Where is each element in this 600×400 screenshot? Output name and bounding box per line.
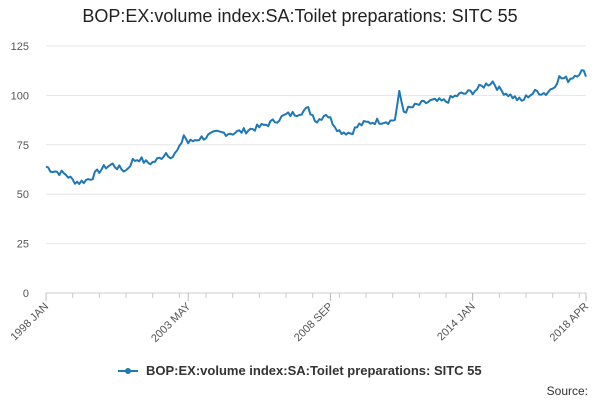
x-tick-label: 2018 APR: [548, 301, 592, 345]
y-tick-label: 75: [17, 140, 29, 152]
grid-layer: [46, 45, 586, 294]
y-tick-label: 100: [11, 90, 29, 102]
y-tick-label: 25: [17, 239, 29, 251]
y-tick-label: 50: [17, 189, 29, 201]
x-tick-label: 2008 SEP: [292, 301, 336, 345]
x-tick-label: 2014 JAN: [435, 301, 478, 344]
series-line: [45, 69, 587, 185]
x-tick-label: 1998 JAN: [8, 301, 51, 344]
series-layer: [45, 69, 587, 185]
axis-layer: 0 25 50 75 100 125 1998 JAN 2003 MAY 2008 SEP 201…: [8, 41, 591, 345]
y-tick-label: 125: [11, 41, 29, 53]
chart-title: BOP:EX:volume index:SA:Toilet preparatio…: [82, 6, 518, 26]
legend-swatch: [118, 367, 139, 374]
y-tick-label: 0: [23, 288, 29, 300]
source-label: Source:: [546, 384, 588, 398]
legend-label: BOP:EX:volume index:SA:Toilet preparatio…: [145, 363, 482, 378]
x-tick-label: 2003 MAY: [149, 300, 194, 345]
legend[interactable]: BOP:EX:volume index:SA:Toilet preparatio…: [0, 363, 600, 378]
